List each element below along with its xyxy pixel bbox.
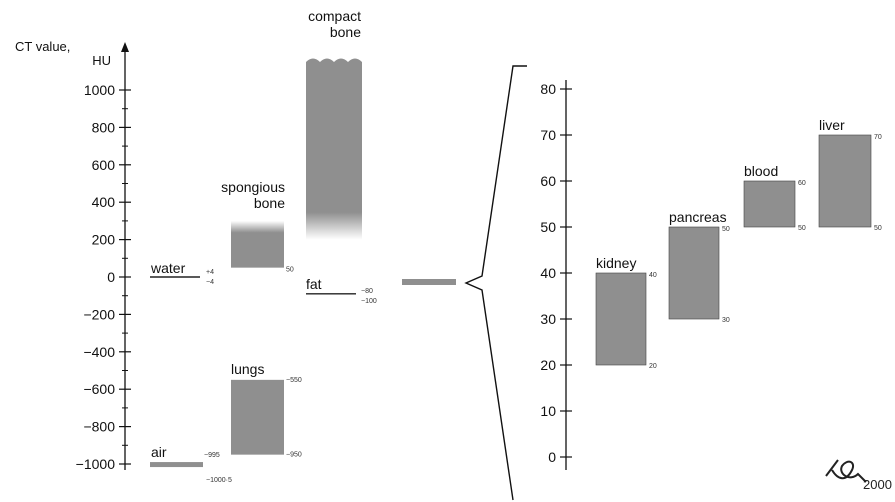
- label-lungs: lungs: [231, 361, 264, 377]
- range-label-kidney-high: 40: [649, 272, 657, 279]
- y-tick-label-right: 20: [540, 357, 556, 373]
- range-label-water-high: +4: [206, 269, 214, 276]
- bar-liver: [818, 134, 872, 228]
- label-blood: blood: [744, 163, 778, 179]
- bar-lungs: [231, 379, 284, 455]
- range-label-liver-low: 50: [874, 225, 882, 232]
- y-tick-label-right: 0: [548, 449, 556, 465]
- y-tick-label-left: −600: [83, 381, 115, 397]
- y-axis-title: CT value,: [15, 39, 70, 54]
- y-tick-label-left: 400: [92, 194, 116, 210]
- label-spongious-bone: spongious bone: [221, 179, 285, 211]
- signature-scribble: [825, 459, 867, 483]
- range-label-blood-low: 50: [798, 225, 806, 232]
- y-tick-label-left: 600: [92, 157, 116, 173]
- range-label-lungs-low: −950: [286, 452, 302, 459]
- label-fat: fat: [306, 276, 322, 292]
- labels-layer: −1000−800−600−400−20002004006008001000CT…: [15, 8, 882, 484]
- range-label-fat-high: −80: [361, 288, 373, 295]
- label-liver: liver: [819, 117, 845, 133]
- range-label-spongious-low: 50: [286, 267, 294, 274]
- signature-year: 2000: [863, 477, 892, 492]
- bar-compact-bone: [306, 58, 362, 240]
- y-tick-label-right: 40: [540, 265, 556, 281]
- marks-layer: [150, 58, 872, 468]
- range-label-air-low: −1000·5: [206, 477, 232, 484]
- label-pancreas: pancreas: [669, 209, 727, 225]
- y-tick-label-right: 60: [540, 173, 556, 189]
- y-tick-label-right: 50: [540, 219, 556, 235]
- y-tick-label-right: 80: [540, 81, 556, 97]
- y-axis-left-arrow: [121, 42, 129, 52]
- range-label-liver-high: 70: [874, 134, 882, 141]
- range-label-blood-high: 60: [798, 180, 806, 187]
- bar-zoom-link: [402, 279, 456, 285]
- bar-spongious-bone: [231, 220, 284, 268]
- label-kidney: kidney: [596, 255, 636, 271]
- bar-kidney: [595, 272, 647, 366]
- range-label-air-high: −995: [204, 452, 220, 459]
- artist-signature: 2000: [825, 459, 892, 492]
- bar-pancreas: [668, 226, 720, 320]
- y-tick-label-left: 200: [92, 232, 116, 248]
- range-label-fat-low: −100: [361, 298, 377, 305]
- y-tick-label-right: 30: [540, 311, 556, 327]
- zoom-bracket: [464, 65, 527, 501]
- axes-layer: [119, 42, 572, 501]
- y-tick-label-left: 0: [107, 269, 115, 285]
- y-tick-label-right: 10: [540, 403, 556, 419]
- range-label-pancreas-low: 30: [722, 317, 730, 324]
- range-label-lungs-high: −550: [286, 377, 302, 384]
- y-tick-label-left: −200: [83, 306, 115, 322]
- label-compact-bone: compact bone: [308, 8, 361, 40]
- y-axis-title-unit: HU: [92, 53, 111, 68]
- range-label-water-low: −4: [206, 279, 214, 286]
- label-air: air: [151, 444, 167, 460]
- bar-blood: [743, 180, 796, 228]
- y-tick-label-right: 70: [540, 127, 556, 143]
- y-tick-label-left: 800: [92, 119, 116, 135]
- y-tick-label-left: −400: [83, 344, 115, 360]
- bar-air: [150, 462, 203, 468]
- y-tick-label-left: −800: [83, 419, 115, 435]
- label-water: water: [150, 260, 186, 276]
- range-label-pancreas-high: 50: [722, 226, 730, 233]
- range-label-kidney-low: 20: [649, 363, 657, 370]
- y-tick-label-left: 1000: [84, 82, 115, 98]
- y-tick-label-left: −1000: [76, 456, 116, 472]
